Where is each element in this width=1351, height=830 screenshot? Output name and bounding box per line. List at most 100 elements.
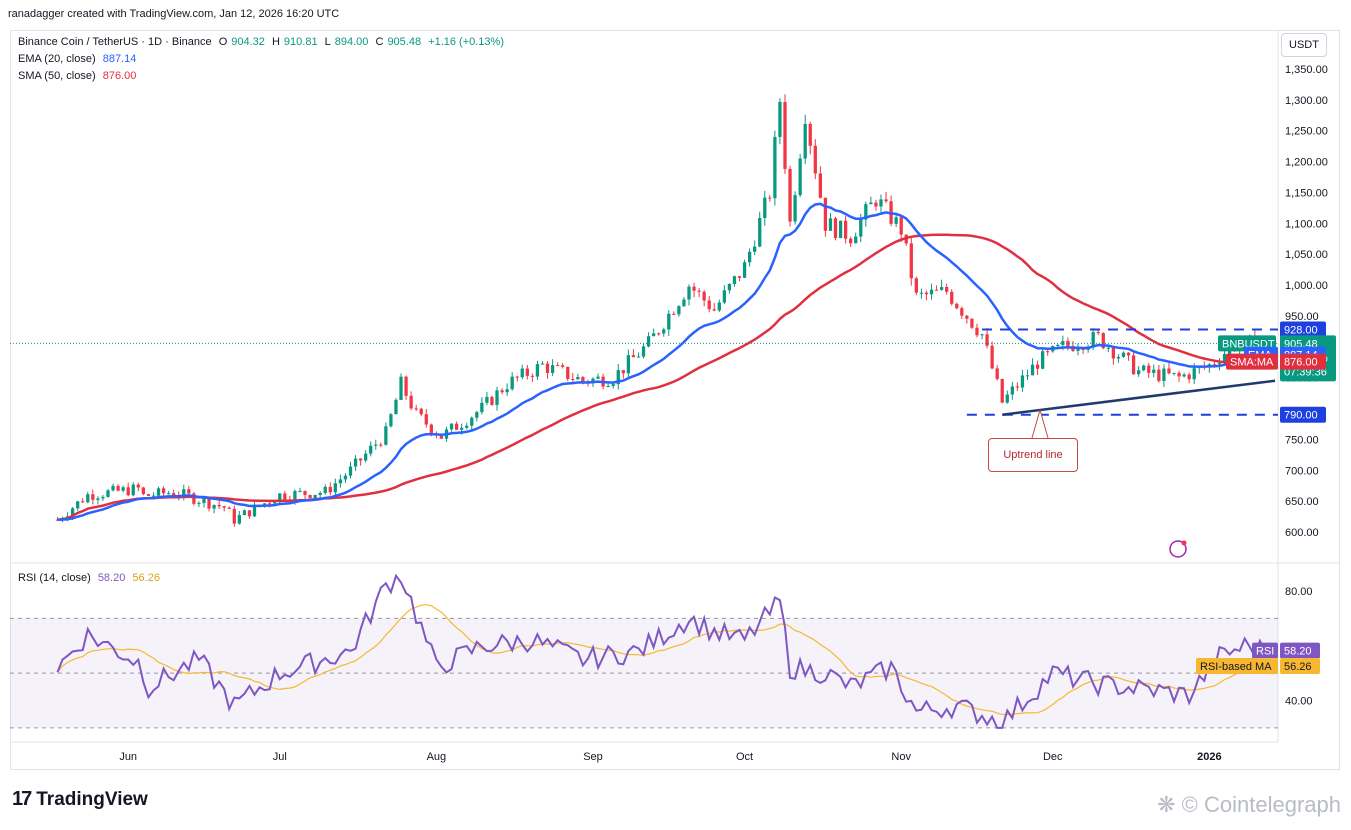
candle-body [303, 490, 307, 495]
candle-body [566, 366, 570, 380]
high-label: H [271, 36, 280, 48]
candle-body [1091, 332, 1095, 347]
candle-body [1041, 351, 1045, 369]
candle-body [182, 489, 186, 497]
price-tick-label: 1,200.00 [1285, 157, 1328, 169]
candle-body [237, 515, 241, 524]
candle-body [1046, 351, 1050, 353]
candle-body [753, 246, 757, 252]
candle-body [763, 197, 767, 218]
rsi-legend[interactable]: RSI (14, close) 58.20 56.26 [18, 570, 164, 586]
candle-body [939, 287, 944, 290]
candle-body [429, 424, 433, 434]
candle-body [672, 313, 676, 315]
sma50-line [57, 233, 1266, 522]
uptrend-line-callout[interactable]: Uptrend line [988, 438, 1078, 472]
candle-body [995, 368, 999, 380]
time-tick-label: Oct [736, 751, 753, 763]
candle-body [1015, 386, 1020, 388]
candle-body [454, 423, 459, 430]
alert-dot-icon [1181, 540, 1187, 546]
candle-body [1167, 368, 1171, 374]
candle-body [298, 490, 302, 492]
candle-body [495, 390, 499, 405]
sma-value-tag: 876.00 [1284, 357, 1318, 369]
candle-body [1192, 368, 1196, 380]
candle-body [859, 219, 863, 237]
candle-body [727, 283, 732, 291]
candle-body [747, 251, 752, 263]
candle-body [788, 168, 792, 222]
candle-body [520, 368, 524, 378]
candle-body [1020, 375, 1025, 388]
price-tick-label: 1,050.00 [1285, 249, 1328, 261]
candle-body [232, 508, 236, 524]
candle-body [222, 506, 226, 508]
candle-body [510, 376, 514, 390]
candle-body [798, 158, 802, 196]
candle-body [318, 492, 322, 495]
candle-body [641, 346, 646, 357]
sma-tag: SMA:MA [1230, 357, 1274, 369]
candle-body [768, 197, 772, 199]
candle-body [172, 493, 176, 496]
candle-body [419, 408, 423, 415]
candle-body [96, 498, 100, 500]
candle-body [540, 363, 545, 365]
chart-frame[interactable] [10, 30, 1340, 770]
price-tick-label: 600.00 [1285, 527, 1319, 539]
symbol-legend[interactable]: Binance Coin / TetherUS · 1D · Binance O… [18, 34, 508, 50]
candle-body [773, 136, 777, 199]
candle-body [1056, 344, 1060, 347]
candle-body [485, 396, 489, 403]
candle-body [662, 329, 666, 334]
candle-body [86, 494, 90, 503]
ema-legend[interactable]: EMA (20, close) 887.14 [18, 51, 140, 67]
candle-body [854, 236, 858, 244]
candle-body [793, 195, 797, 222]
candle-body [838, 220, 843, 239]
candle-body [1101, 333, 1105, 349]
candle-body [576, 377, 580, 380]
candle-body [379, 444, 383, 446]
price-tick-label: 1,100.00 [1285, 218, 1328, 230]
candle-body [338, 479, 343, 484]
candle-body [1217, 363, 1222, 365]
candle-body [207, 498, 211, 509]
rsi-tag: RSI [1256, 646, 1274, 658]
candle-body [101, 496, 105, 499]
candle-body [561, 365, 565, 367]
candle-body [111, 485, 115, 491]
candle-body [692, 286, 696, 291]
candle-body [166, 493, 171, 495]
candle-body [1177, 372, 1181, 377]
price-tick-label: 950.00 [1285, 311, 1319, 323]
tradingview-logo[interactable]: 17 TradingView [12, 788, 148, 811]
candle-body [687, 286, 691, 300]
candle-body [131, 484, 135, 496]
callout-pointer [1031, 408, 1049, 439]
candle-body [667, 313, 671, 330]
candle-body [1172, 372, 1176, 374]
candle-body [348, 466, 353, 476]
candle-body [268, 503, 272, 505]
candle-body [1187, 374, 1191, 380]
candle-body [919, 292, 924, 294]
candle-body [278, 493, 282, 503]
candle-body [313, 494, 317, 499]
candle-body [1025, 375, 1030, 377]
candle-body [1147, 365, 1151, 373]
candle-body [1111, 347, 1116, 359]
rsi-ma-value-tag: 56.26 [1284, 661, 1312, 673]
currency-button[interactable]: USDT [1281, 33, 1327, 57]
candle-body [252, 504, 257, 517]
candle-body [141, 487, 145, 495]
candle-body [677, 306, 681, 315]
candle-body [384, 426, 388, 445]
candle-body [227, 507, 231, 509]
candle-body [465, 425, 469, 428]
candle-body [91, 494, 95, 500]
candle-body [136, 484, 140, 488]
sma-legend[interactable]: SMA (50, close) 876.00 [18, 68, 140, 84]
candle-body [636, 356, 641, 358]
